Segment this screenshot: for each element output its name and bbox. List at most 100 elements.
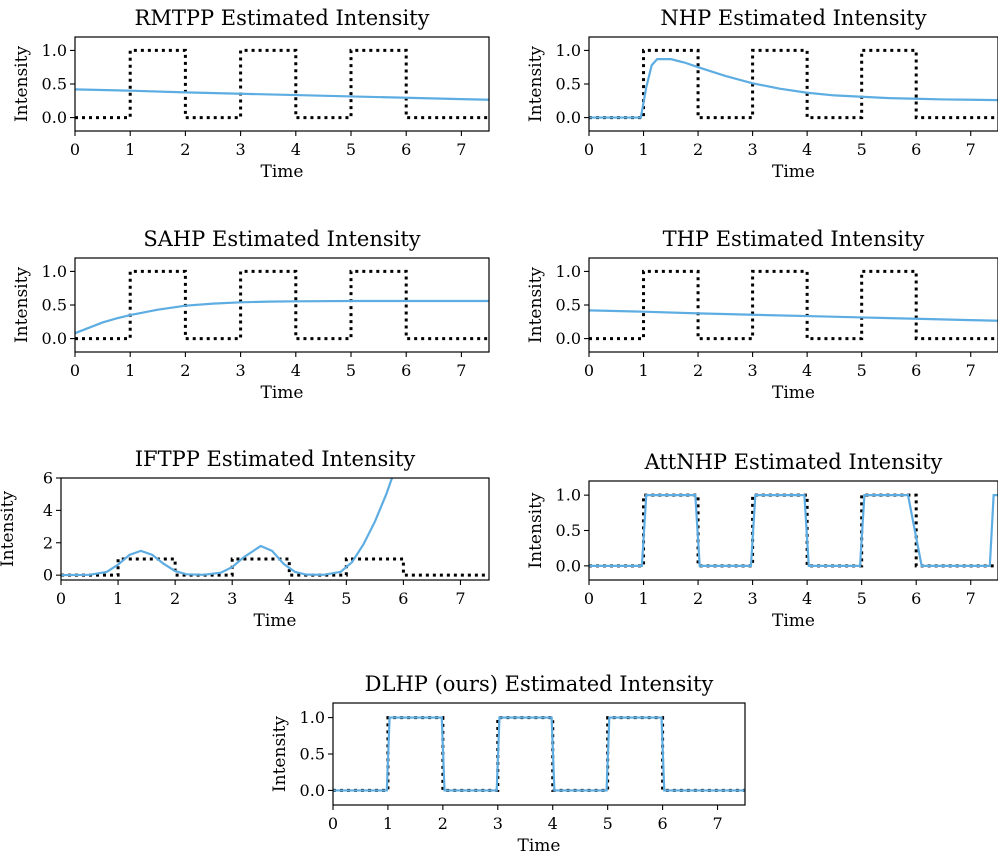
x-tick-label: 0	[584, 361, 594, 380]
ground-truth-line	[589, 48, 998, 120]
x-tick-label: 1	[125, 361, 135, 380]
chart-title: IFTPP Estimated Intensity	[135, 447, 416, 471]
y-axis-label: Intensity	[12, 267, 32, 343]
x-tick-label: 0	[584, 589, 594, 608]
x-tick-label: 3	[493, 814, 503, 833]
x-axis-label: Time	[254, 611, 297, 631]
x-tick-label: 5	[341, 589, 351, 608]
plot-frame	[60, 477, 490, 581]
ground-truth-line	[333, 716, 745, 792]
x-tick-label: 1	[638, 361, 648, 380]
y-tick-label: 0.5	[556, 296, 581, 315]
y-tick-label: 6	[43, 469, 53, 488]
chart-panel-4: 0 1 2 3 4 5 6 7 0.0 0.5 1.0 THP Estimated Intensity…	[526, 227, 998, 403]
x-tick-label: 5	[603, 814, 613, 833]
chart-panel-7: 0 1 2 3 4 5 6 7 0.0 0.5 1.0 DLHP (ours) Estimated I…	[270, 672, 746, 856]
chart-panel-6: 0 1 2 3 4 5 6 7 0.0 0.5 1.0 AttNHP Estimated Intens…	[526, 450, 998, 631]
x-tick-label: 4	[802, 140, 812, 159]
y-tick-label: 0.5	[42, 75, 67, 94]
ground-truth-line	[75, 269, 489, 341]
y-tick-label: 0.0	[556, 108, 581, 127]
x-tick-label: 3	[748, 361, 758, 380]
chart-title: DLHP (ours) Estimated Intensity	[365, 672, 714, 696]
x-tick-label: 1	[383, 814, 393, 833]
x-tick-label: 6	[911, 589, 921, 608]
y-axis-label: Intensity	[526, 46, 546, 122]
y-tick-label: 1.0	[42, 41, 67, 60]
x-tick-label: 6	[398, 589, 408, 608]
ground-truth-line	[75, 48, 489, 120]
chart-title: THP Estimated Intensity	[663, 227, 925, 251]
y-tick-label: 0.5	[42, 296, 67, 315]
x-tick-label: 6	[401, 361, 411, 380]
x-tick-label: 3	[748, 589, 758, 608]
y-tick-label: 1.0	[300, 708, 325, 727]
y-tick-label: 0.0	[42, 108, 67, 127]
x-tick-label: 0	[584, 140, 594, 159]
x-axis-label: Time	[772, 611, 815, 631]
y-tick-label: 0.5	[300, 745, 325, 764]
x-tick-label: 4	[284, 589, 294, 608]
x-tick-label: 2	[693, 589, 703, 608]
x-tick-label: 3	[227, 589, 237, 608]
x-tick-label: 7	[456, 140, 466, 159]
y-tick-label: 0	[43, 566, 53, 585]
x-tick-label: 4	[802, 361, 812, 380]
y-tick-label: 1.0	[556, 486, 581, 505]
x-tick-label: 7	[712, 814, 722, 833]
x-axis-label: Time	[772, 383, 815, 403]
ground-truth-line	[589, 493, 998, 568]
x-tick-label: 4	[802, 589, 812, 608]
x-tick-label: 6	[658, 814, 668, 833]
x-tick-label: 1	[113, 589, 123, 608]
x-tick-label: 3	[236, 361, 246, 380]
x-tick-label: 0	[70, 361, 80, 380]
x-tick-label: 5	[346, 361, 356, 380]
y-tick-label: 1.0	[556, 262, 581, 281]
x-axis-label: Time	[772, 162, 815, 182]
y-axis-label: Intensity	[12, 46, 32, 122]
chart-title: AttNHP Estimated Intensity	[644, 450, 943, 474]
x-tick-label: 6	[911, 140, 921, 159]
x-tick-label: 2	[693, 140, 703, 159]
y-tick-label: 0.0	[556, 329, 581, 348]
y-tick-label: 0.0	[42, 329, 67, 348]
x-tick-label: 4	[291, 140, 301, 159]
x-tick-label: 2	[170, 589, 180, 608]
x-tick-label: 6	[911, 361, 921, 380]
x-tick-label: 7	[456, 361, 466, 380]
y-tick-label: 4	[43, 501, 53, 520]
estimated-intensity-line	[61, 478, 394, 577]
x-tick-label: 7	[455, 589, 465, 608]
estimated-intensity-line	[333, 716, 745, 792]
estimated-intensity-line	[589, 494, 998, 567]
chart-title: NHP Estimated Intensity	[660, 6, 926, 30]
ground-truth-line	[61, 557, 489, 577]
x-tick-label: 1	[638, 589, 648, 608]
x-tick-label: 5	[346, 140, 356, 159]
x-tick-label: 2	[180, 140, 190, 159]
x-tick-label: 7	[966, 361, 976, 380]
x-tick-label: 5	[857, 140, 867, 159]
estimated-intensity-line	[589, 58, 998, 119]
ground-truth-line	[589, 269, 998, 341]
y-axis-label: Intensity	[0, 491, 18, 567]
y-tick-label: 0.5	[556, 521, 581, 540]
x-tick-label: 5	[857, 589, 867, 608]
estimated-intensity-line	[75, 88, 489, 101]
y-tick-label: 2	[43, 533, 53, 552]
x-tick-label: 6	[401, 140, 411, 159]
x-tick-label: 1	[638, 140, 648, 159]
chart-panel-2: 0 1 2 3 4 5 6 7 0.0 0.5 1.0 NHP Estimated Intensity…	[526, 6, 998, 182]
chart-title: SAHP Estimated Intensity	[143, 227, 420, 251]
x-tick-label: 2	[180, 361, 190, 380]
y-axis-label: Intensity	[526, 492, 546, 568]
estimated-intensity-line	[589, 309, 998, 322]
x-tick-label: 0	[56, 589, 66, 608]
chart-panel-3: 0 1 2 3 4 5 6 7 0.0 0.5 1.0 SAHP Estimated Intensit…	[12, 227, 490, 403]
x-tick-label: 2	[438, 814, 448, 833]
y-tick-label: 0.0	[300, 781, 325, 800]
x-tick-label: 3	[236, 140, 246, 159]
x-axis-label: Time	[261, 383, 304, 403]
